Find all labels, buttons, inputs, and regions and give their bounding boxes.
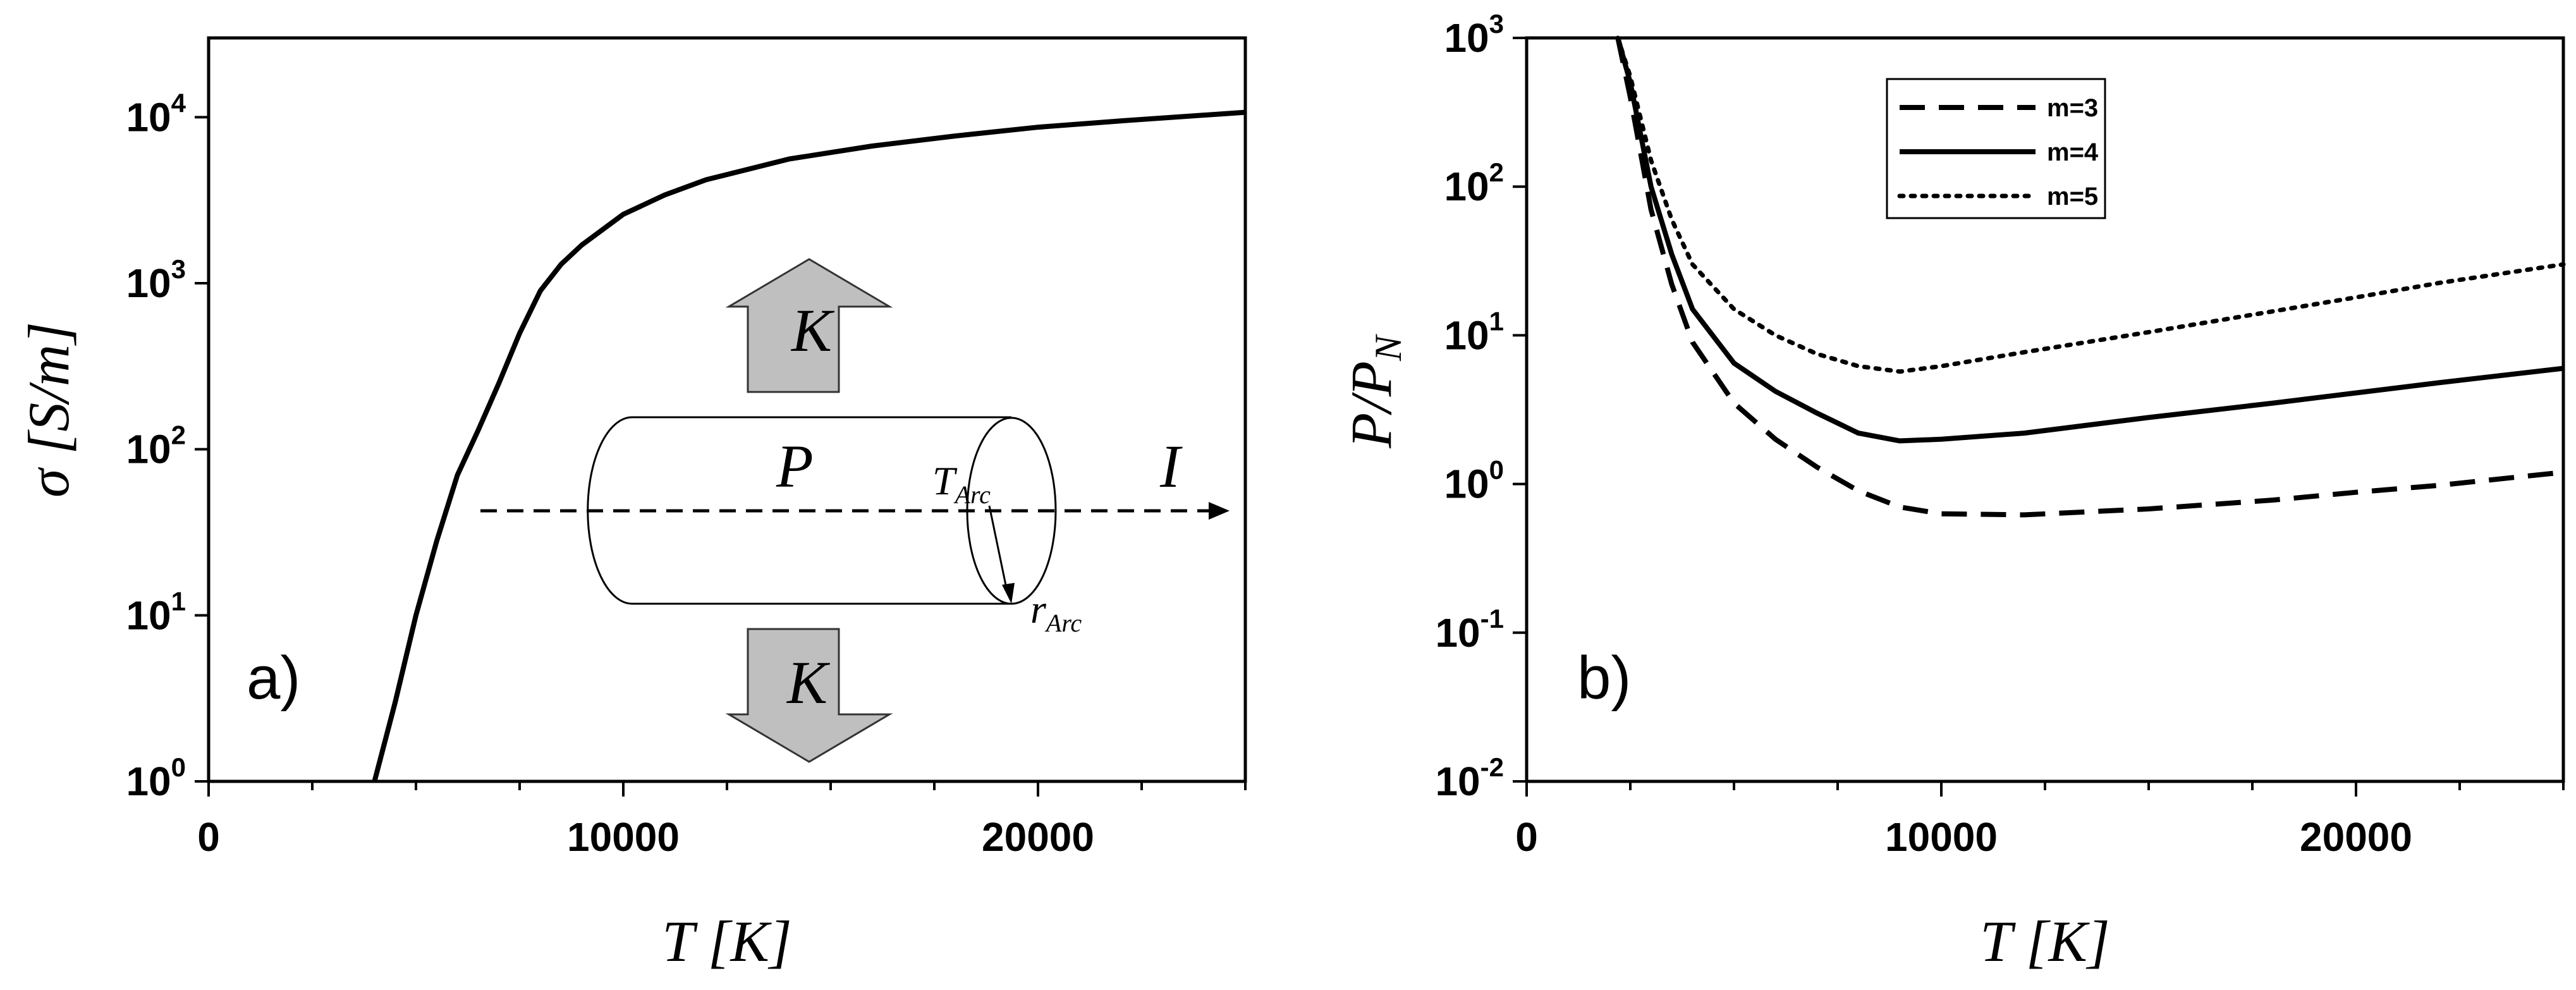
arc-diagram: K K P I TArc rArc (480, 258, 1230, 763)
series-line-m4 (1615, 37, 2564, 444)
arc-radius-label: rArc (1030, 587, 1082, 637)
panel-b-y-axis-title: P/PN (1339, 334, 1409, 449)
x-tick-label: 20000 (982, 814, 1094, 860)
bottom-arrow-label: K (786, 649, 831, 716)
panel-a-y-axis-title: σ [S/m] (16, 322, 81, 498)
panel-a-plot-frame (207, 36, 1247, 783)
y-tick-label: 100 (126, 752, 186, 804)
y-tick-label: 104 (126, 88, 186, 140)
y-tick-label: 10-1 (1435, 604, 1504, 656)
x-tick-label: 10000 (1885, 814, 1998, 860)
panel-a-series (372, 109, 1246, 783)
power-label: P (776, 432, 814, 500)
x-tick-label: 0 (1515, 814, 1538, 860)
arc-temperature-label: TArc (932, 458, 991, 509)
panel-a-chart: 0 10000 20000 100 101 102 103 104 K K P I TArc… (16, 36, 1247, 974)
panel-b-label: b) (1577, 644, 1631, 712)
y-tick-label: 103 (126, 254, 186, 306)
x-tick-label: 0 (197, 814, 220, 860)
panel-b-x-axis-title: T [K] (1980, 909, 2109, 974)
legend-entry-label: m=4 (2047, 138, 2099, 166)
top-arrow-label: K (790, 296, 835, 364)
y-tick-label: 10-2 (1435, 752, 1504, 804)
panel-b-series (1615, 35, 2566, 518)
radius-line (988, 505, 1008, 592)
legend-entry-label: m=5 (2047, 183, 2098, 211)
current-label: I (1159, 432, 1183, 500)
heat-flow-down-arrow (725, 628, 893, 763)
series-line-m3 (1615, 37, 2564, 518)
legend-entry-label: m=3 (2047, 94, 2098, 122)
panel-b-y-ticks: 10-2 10-1 100 101 102 103 (1435, 9, 1527, 804)
panel-a-label: a) (247, 644, 300, 712)
panel-a-x-axis-title: T [K] (662, 909, 791, 974)
y-tick-label: 101 (126, 586, 186, 638)
y-tick-label: 103 (1444, 9, 1504, 61)
radius-arrow-head (1002, 583, 1015, 604)
heat-flow-up-arrow (725, 258, 893, 393)
y-tick-label: 101 (1444, 306, 1504, 358)
panel-a-x-ticks: 0 10000 20000 (197, 781, 1247, 860)
legend: m=3 m=4 m=5 (1886, 78, 2106, 219)
current-arrow-head (1209, 502, 1230, 520)
legend-items: m=3 m=4 m=5 (1897, 94, 2099, 211)
y-tick-label: 102 (1444, 157, 1504, 209)
y-tick-label: 100 (1444, 455, 1504, 507)
x-tick-label: 20000 (2300, 814, 2412, 860)
panel-b-x-ticks: 0 10000 20000 (1515, 781, 2565, 860)
series-line-m5 (1615, 35, 2566, 374)
y-tick-label: 102 (126, 420, 186, 472)
series-line-1 (372, 109, 1246, 783)
x-tick-label: 10000 (567, 814, 680, 860)
panel-a-y-ticks: 100 101 102 103 104 (126, 88, 209, 804)
